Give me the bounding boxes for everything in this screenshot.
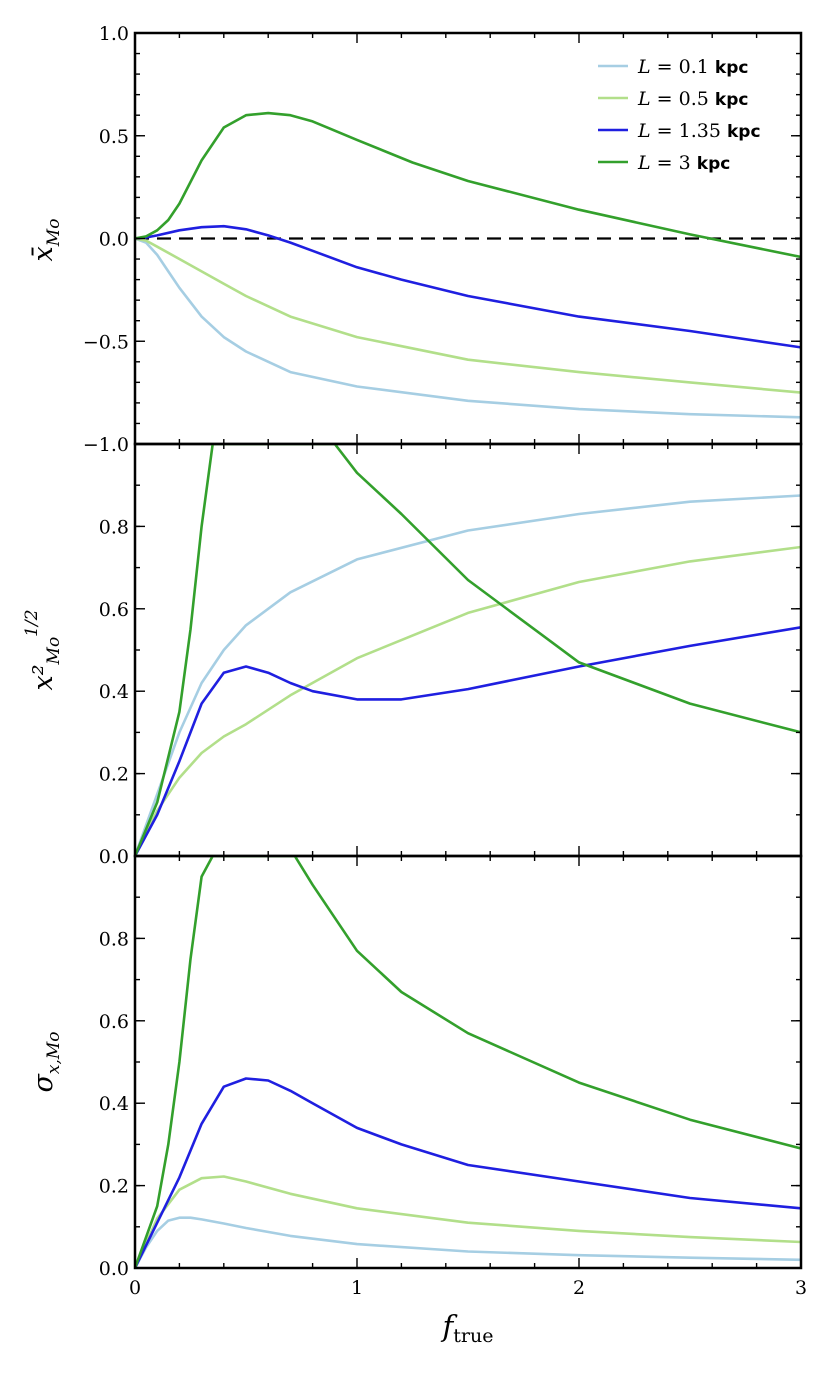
- legend: L = 0.1 kpc L = 0.5 kpc L = 1.35 kpc L = 3 …: [598, 56, 761, 174]
- series-line-L135: [135, 1077, 801, 1268]
- y-tick-label: 1.0: [99, 23, 129, 45]
- svg-text:σx,Mo: σx,Mo: [28, 1031, 64, 1092]
- y-tick-label: −1.0: [83, 434, 129, 456]
- series-line-L3: [135, 111, 801, 259]
- y-axis-label-bottom: σx,Mo: [28, 1031, 64, 1092]
- y-tick-label: −0.5: [83, 331, 129, 353]
- y-tick-label: 0.5: [99, 126, 129, 148]
- svg-text:x̄Mo: x̄Mo: [28, 219, 64, 262]
- axes-frame: [133, 442, 803, 858]
- series-line-L05: [135, 1175, 801, 1268]
- y-tick-label: 0.0: [99, 1258, 129, 1280]
- x-tick-label: 0: [129, 1277, 141, 1299]
- series-line-L3: [135, 856, 801, 1268]
- y-tick-label: 0.8: [99, 928, 129, 950]
- series-line-L05: [135, 545, 801, 856]
- x-tick-label: 2: [573, 1277, 585, 1299]
- y-tick-label: 0.2: [99, 764, 129, 786]
- y-tick-label: 0.4: [99, 1093, 129, 1115]
- y-tick-label: 0.8: [99, 516, 129, 538]
- x-axis-label: ftrue: [441, 1309, 494, 1347]
- y-tick-label: 0.0: [99, 229, 129, 251]
- series-line-L135: [135, 224, 801, 349]
- legend-label-L01: L = 0.1 kpc: [637, 56, 748, 78]
- series-line-L01: [135, 237, 801, 419]
- y-axis-label-top: x̄Mo: [28, 219, 64, 262]
- y-tick-label: 0.0: [99, 846, 129, 868]
- panel-sigma-x: 0.8 0.6 0.4 0.2 0.00 1 2 3: [99, 854, 807, 1299]
- legend-label-L135: L = 1.35 kpc: [637, 120, 761, 142]
- panel-rms-x: 0.8 0.6 0.4 0.2 0.0: [99, 442, 803, 868]
- y-tick-label: 0.6: [99, 1011, 129, 1033]
- series-line-L01: [135, 494, 801, 856]
- y-axis-label-middle: x²Mo1/2: [22, 609, 64, 690]
- legend-label-L05: L = 0.5 kpc: [637, 88, 748, 110]
- series-line-L01: [135, 1216, 801, 1268]
- x-tick-label: 1: [351, 1277, 363, 1299]
- axes-frame: [133, 854, 803, 1270]
- series-line-L3: [135, 444, 801, 856]
- svg-text:x²Mo1/2: x²Mo1/2: [22, 609, 64, 690]
- legend-label-L3: L = 3 kpc: [637, 152, 730, 174]
- x-tick-label: 3: [795, 1277, 807, 1299]
- y-tick-label: 0.2: [99, 1176, 129, 1198]
- series-line-L135: [135, 626, 801, 856]
- series-line-L05: [135, 237, 801, 394]
- y-tick-label: 0.4: [99, 681, 129, 703]
- y-tick-label: 0.6: [99, 599, 129, 621]
